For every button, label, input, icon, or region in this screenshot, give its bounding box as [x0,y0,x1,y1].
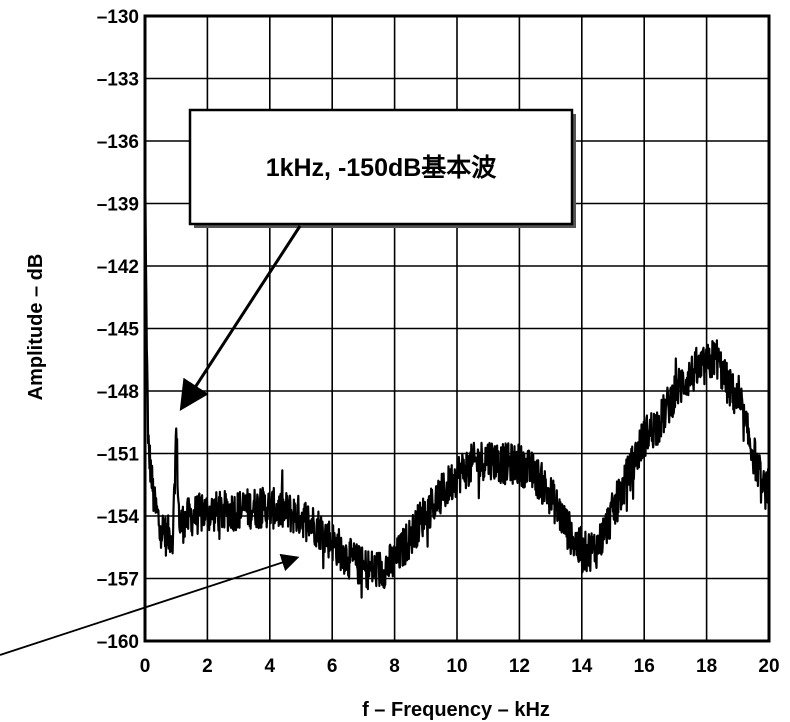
x-axis-label: f – Frequency – kHz [362,699,550,721]
x-tick-label: 4 [265,656,276,677]
y-tick-label: –133 [97,70,139,91]
callout-arrow [179,225,302,412]
callout: 1kHz, -150dB基本波 [188,108,576,228]
x-tick-label: 2 [202,656,213,677]
y-axis-label: Amplitude – dB [25,254,47,401]
x-tick-label: 0 [140,656,151,677]
y-tick-label: –154 [97,507,140,528]
x-tick-label: 12 [509,656,530,677]
y-tick-label: –160 [97,632,139,653]
x-tick-label: 20 [758,656,779,677]
callout-label: 1kHz, -150dB基本波 [266,154,498,182]
x-tick-label: 16 [634,656,655,677]
x-tick-label: 18 [696,656,717,677]
y-tick-label: –151 [97,445,140,466]
x-tick-label: 14 [571,656,593,677]
y-tick-label: –136 [97,132,139,153]
spectrum-line [144,192,771,599]
x-tick-label: 10 [446,656,467,677]
noise-arrow [0,553,300,656]
y-tick-label: –130 [97,7,139,28]
y-tick-label: –142 [97,257,139,278]
callout-box [188,108,574,226]
x-tick-label: 6 [327,656,338,677]
x-tick-label: 8 [389,656,400,677]
y-tick-label: –139 [97,195,139,216]
y-tick-label: –145 [97,320,140,341]
y-tick-label: –148 [97,382,139,403]
y-tick-label: –157 [97,570,139,591]
x-tick-labels: 0 2 4 6 8 10 12 14 16 18 20 [140,656,780,677]
y-tick-labels: –130 –133 –136 –139 –142 –145 –148 –151 –154 –157… [97,7,140,653]
plot-frame [143,14,771,643]
